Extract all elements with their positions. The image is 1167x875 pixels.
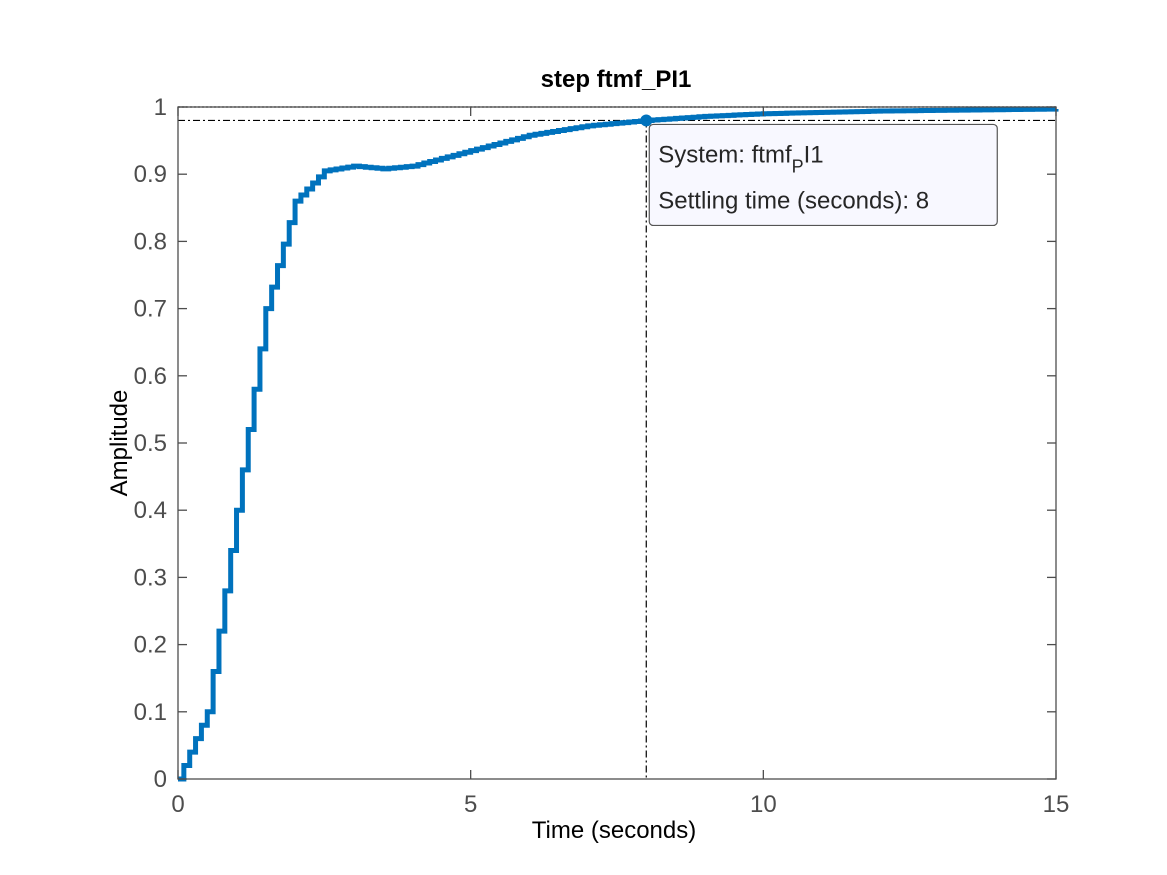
x-axis-label: Time (seconds) xyxy=(532,817,696,844)
datatip-box[interactable] xyxy=(648,123,998,227)
y-axis-label: Amplitude xyxy=(106,390,133,497)
series-layer xyxy=(178,106,1059,782)
y-tick-label: 0.7 xyxy=(134,296,167,323)
y-tick-label: 0.1 xyxy=(134,699,167,726)
step-response-line xyxy=(178,106,1059,782)
reference-lines xyxy=(178,106,1056,779)
y-tick-label: 0.2 xyxy=(134,632,167,659)
y-tick-label: 0.8 xyxy=(134,228,167,255)
datatip-system-text: System: ftmfPI1 xyxy=(658,141,823,176)
datatip-system-suffix: I1 xyxy=(804,141,824,168)
settling-time-datatip[interactable]: System: ftmfPI1 Settling time (seconds): … xyxy=(640,114,998,227)
y-tick-label: 0.6 xyxy=(134,363,167,390)
x-tick-label: 10 xyxy=(750,791,777,818)
datatip-system-prefix: System: ftmf xyxy=(658,141,792,168)
datatip-marker[interactable] xyxy=(640,114,653,127)
y-tick-label: 0.3 xyxy=(134,564,167,591)
y-tick-label: 0.9 xyxy=(134,161,167,188)
x-tick-label: 15 xyxy=(1043,791,1070,818)
y-tick-label: 0 xyxy=(154,766,167,793)
x-axis-ticks: 0 5 10 15 xyxy=(171,107,1069,818)
datatip-system-subscript: P xyxy=(792,156,804,176)
datatip-settling-text: Settling time (seconds): 8 xyxy=(658,187,929,214)
y-tick-label: 1 xyxy=(154,94,167,121)
y-tick-label: 0.5 xyxy=(134,430,167,457)
x-tick-label: 0 xyxy=(171,791,184,818)
x-tick-label: 5 xyxy=(464,791,477,818)
y-axis-ticks: 0 0.1 0.2 0.3 0.4 0.5 0.6 0.7 0.8 0.9 1 xyxy=(134,94,1056,793)
y-tick-label: 0.4 xyxy=(134,497,167,524)
chart-title: step ftmf_PI1 xyxy=(541,66,692,93)
